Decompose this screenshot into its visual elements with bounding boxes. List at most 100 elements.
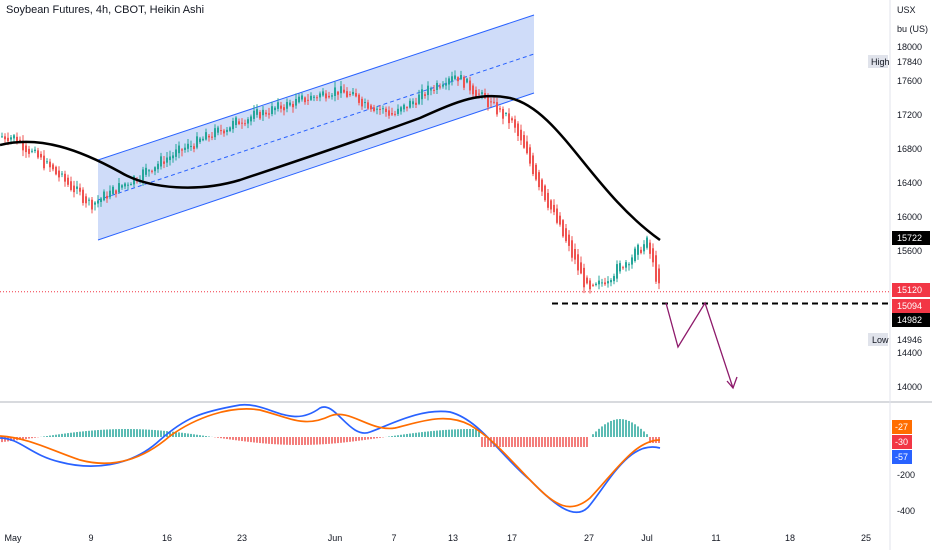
candle-body	[364, 102, 366, 104]
candle-body	[64, 173, 66, 182]
candle-body	[526, 141, 528, 154]
price-tick-label: 14400	[897, 348, 922, 358]
candle-body	[529, 147, 531, 164]
candle-body	[286, 101, 288, 109]
candle-body	[334, 87, 336, 96]
candle-body	[469, 80, 471, 91]
candle-body	[457, 77, 459, 82]
low-label: Low	[872, 335, 889, 345]
price-tick-label: 16800	[897, 144, 922, 154]
candle-body	[406, 107, 408, 109]
price-tick-label: 17200	[897, 110, 922, 120]
candle-body	[556, 208, 558, 223]
oscillator-badge-value: -27	[895, 422, 908, 432]
candle-body	[373, 107, 375, 111]
candle-body	[151, 170, 153, 172]
oscillator-tick-label: -400	[897, 506, 915, 516]
candle-body	[28, 148, 30, 154]
candle-body	[124, 183, 126, 187]
candle-body	[361, 98, 363, 107]
candle-body	[340, 86, 342, 94]
projection-arrow	[665, 301, 734, 389]
candle-body	[544, 185, 546, 201]
candle-body	[208, 135, 210, 138]
candle-body	[304, 97, 306, 103]
candle-body	[238, 121, 240, 125]
candle-body	[502, 108, 504, 119]
candle-body	[67, 177, 69, 185]
projection-arrowhead	[726, 376, 738, 390]
candle-body	[322, 91, 324, 96]
candle-body	[388, 110, 390, 116]
candle-body	[145, 167, 147, 175]
candle-body	[358, 94, 360, 103]
x-tick-label: 11	[711, 533, 720, 543]
candle-body	[103, 191, 105, 201]
candle-body	[127, 184, 129, 186]
candle-body	[166, 157, 168, 163]
candle-body	[121, 185, 123, 188]
candle-body	[190, 145, 192, 147]
candle-body	[250, 116, 252, 122]
candle-body	[640, 249, 642, 253]
candle-body	[511, 118, 513, 121]
candle-body	[298, 96, 300, 103]
candle-body	[97, 200, 99, 204]
candle-body	[37, 150, 39, 158]
oscillator-badge	[892, 435, 912, 449]
candle-body	[229, 127, 231, 131]
candle-body	[535, 164, 537, 180]
candle-body	[160, 156, 162, 167]
candle-body	[295, 98, 297, 106]
candle-body	[550, 200, 552, 210]
candle-body	[592, 284, 594, 286]
candle-body	[553, 204, 555, 213]
candle-body	[271, 106, 273, 115]
candle-body	[355, 93, 357, 97]
oscillator-badge	[892, 450, 912, 464]
candle-body	[658, 268, 660, 284]
candle-body	[349, 94, 351, 96]
candle-body	[343, 89, 345, 93]
candle-body	[607, 281, 609, 284]
candle-body	[16, 136, 18, 143]
candle-body	[49, 161, 51, 168]
candle-body	[589, 280, 591, 290]
channel-lower-line	[97, 92, 535, 241]
candle-body	[292, 103, 294, 108]
candle-body	[493, 101, 495, 103]
candle-body	[241, 122, 243, 124]
high-value: 17840	[897, 57, 922, 67]
candle-body	[478, 93, 480, 95]
candle-body	[184, 147, 186, 150]
candle-body	[55, 166, 57, 175]
candle-body	[475, 89, 477, 98]
candle-body	[643, 244, 645, 252]
candle-body	[487, 95, 489, 108]
macd-line	[0, 404, 661, 514]
candle-body	[391, 113, 393, 115]
candle-body	[385, 108, 387, 112]
candle-body	[547, 192, 549, 208]
candle-body	[439, 86, 441, 88]
x-tick-label: May	[4, 533, 22, 543]
candle-body	[424, 94, 426, 96]
candle-body	[214, 128, 216, 138]
candle-body	[451, 76, 453, 82]
candle-body	[376, 108, 378, 110]
candle-body	[169, 156, 171, 161]
oscillator-badge-value: -30	[895, 437, 908, 447]
channel-upper-line	[97, 14, 535, 161]
candle-body	[46, 161, 48, 163]
price-tick-label: 16400	[897, 178, 922, 188]
price-tick-label: 17600	[897, 76, 922, 86]
candle-body	[442, 84, 444, 87]
candle-body	[235, 117, 237, 126]
price-badge	[892, 313, 930, 327]
candle-body	[109, 190, 111, 198]
candle-body	[82, 189, 84, 203]
signal-line	[0, 408, 661, 508]
high-label: High	[871, 57, 890, 67]
candle-body	[43, 155, 45, 169]
